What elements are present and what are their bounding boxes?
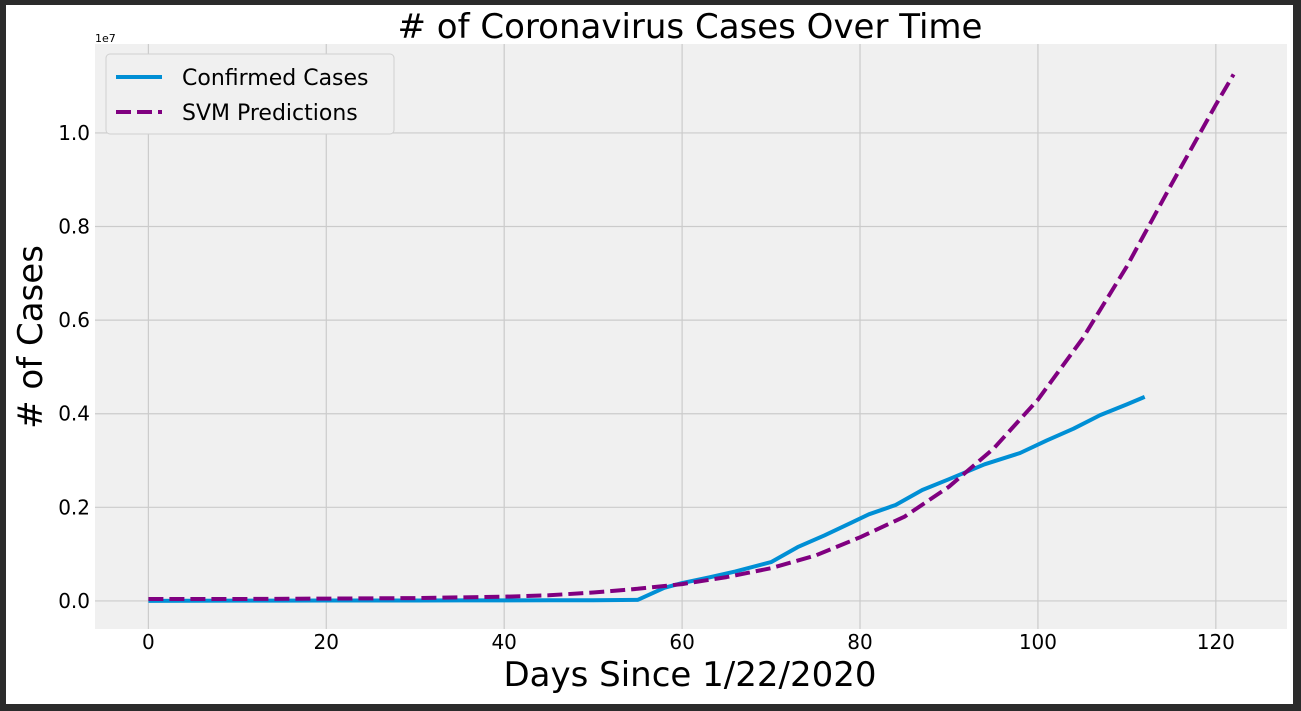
legend: Confirmed Cases SVM Predictions <box>105 53 395 135</box>
legend-box <box>105 53 395 135</box>
plot-area <box>95 44 1287 629</box>
confirmed-cases-line <box>148 395 1146 603</box>
x-axis-label: Days Since 1/22/2020 <box>504 655 877 695</box>
x-tick-label: 20 <box>314 630 339 654</box>
x-tick-label: 60 <box>669 630 694 654</box>
y-tick-label: 0.6 <box>58 308 90 332</box>
y-offset-label: 1e7 <box>95 32 116 45</box>
y-tick-label: 0.8 <box>58 215 90 239</box>
x-tick-label: 40 <box>491 630 516 654</box>
legend-label-confirmed: Confirmed Cases <box>182 66 369 91</box>
y-tick-label: 0.0 <box>58 589 90 613</box>
x-tick-label: 120 <box>1197 630 1235 654</box>
y-tick-label: 1.0 <box>58 121 90 145</box>
y-tick-label: 0.2 <box>58 495 90 519</box>
x-tick-label: 0 <box>142 630 155 654</box>
svm-predictions-line <box>148 73 1236 601</box>
x-tick-label: 80 <box>847 630 872 654</box>
y-axis-label: # of Cases <box>11 245 51 429</box>
tick-labels: 0 20 40 60 80 100 120 0.0 0.2 0.4 0.6 0.8 1.0 <box>58 121 1235 654</box>
x-tick-label: 100 <box>1019 630 1057 654</box>
chart-title: # of Coronavirus Cases Over Time <box>398 7 983 47</box>
series-layer <box>148 73 1236 603</box>
y-tick-label: 0.4 <box>58 402 90 426</box>
legend-label-svm: SVM Predictions <box>182 101 358 126</box>
